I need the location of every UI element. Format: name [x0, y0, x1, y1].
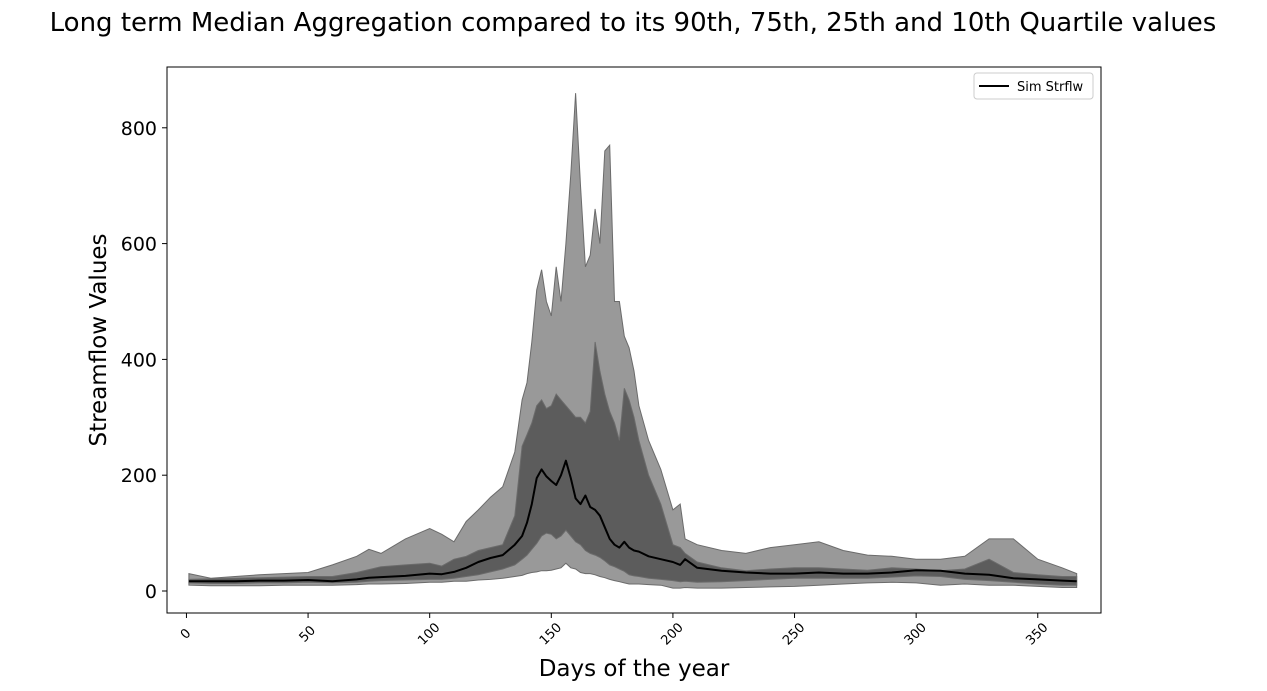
- y-tick-label: 800: [121, 118, 157, 140]
- x-tick-label: 0: [178, 626, 194, 642]
- y-axis-label: Streamflow Values: [86, 233, 112, 446]
- legend-label: Sim Strflw: [1017, 80, 1084, 95]
- band-p25-p75: [188, 341, 1078, 586]
- x-tick-label: 300: [902, 620, 930, 648]
- legend-box: [973, 72, 1094, 100]
- legend: Sim Strflw: [973, 72, 1094, 100]
- plot-frame: [166, 66, 1102, 614]
- y-tick-label: 600: [121, 234, 157, 256]
- y-tick-label: 0: [145, 581, 157, 603]
- y-tick-label: 400: [121, 349, 157, 371]
- y-axis: 0 200 400 600 800: [121, 118, 167, 603]
- x-tick-label: 350: [1023, 620, 1051, 648]
- plot-bands: [188, 93, 1078, 589]
- y-tick-label: 200: [121, 465, 157, 487]
- x-tick-label: 150: [537, 620, 565, 648]
- x-tick-label: 50: [297, 623, 319, 645]
- series-line-median: [188, 459, 1077, 583]
- x-tick-label: 250: [780, 620, 808, 648]
- x-axis: 0 50 100 150 200 250 300 350: [178, 613, 1051, 648]
- x-tick-label: 100: [415, 620, 443, 648]
- chart-title: Long term Median Aggregation compared to…: [50, 8, 1217, 38]
- x-tick-label: 200: [658, 620, 686, 648]
- plot-lines: [188, 459, 1077, 583]
- x-axis-label: Days of the year: [539, 656, 730, 682]
